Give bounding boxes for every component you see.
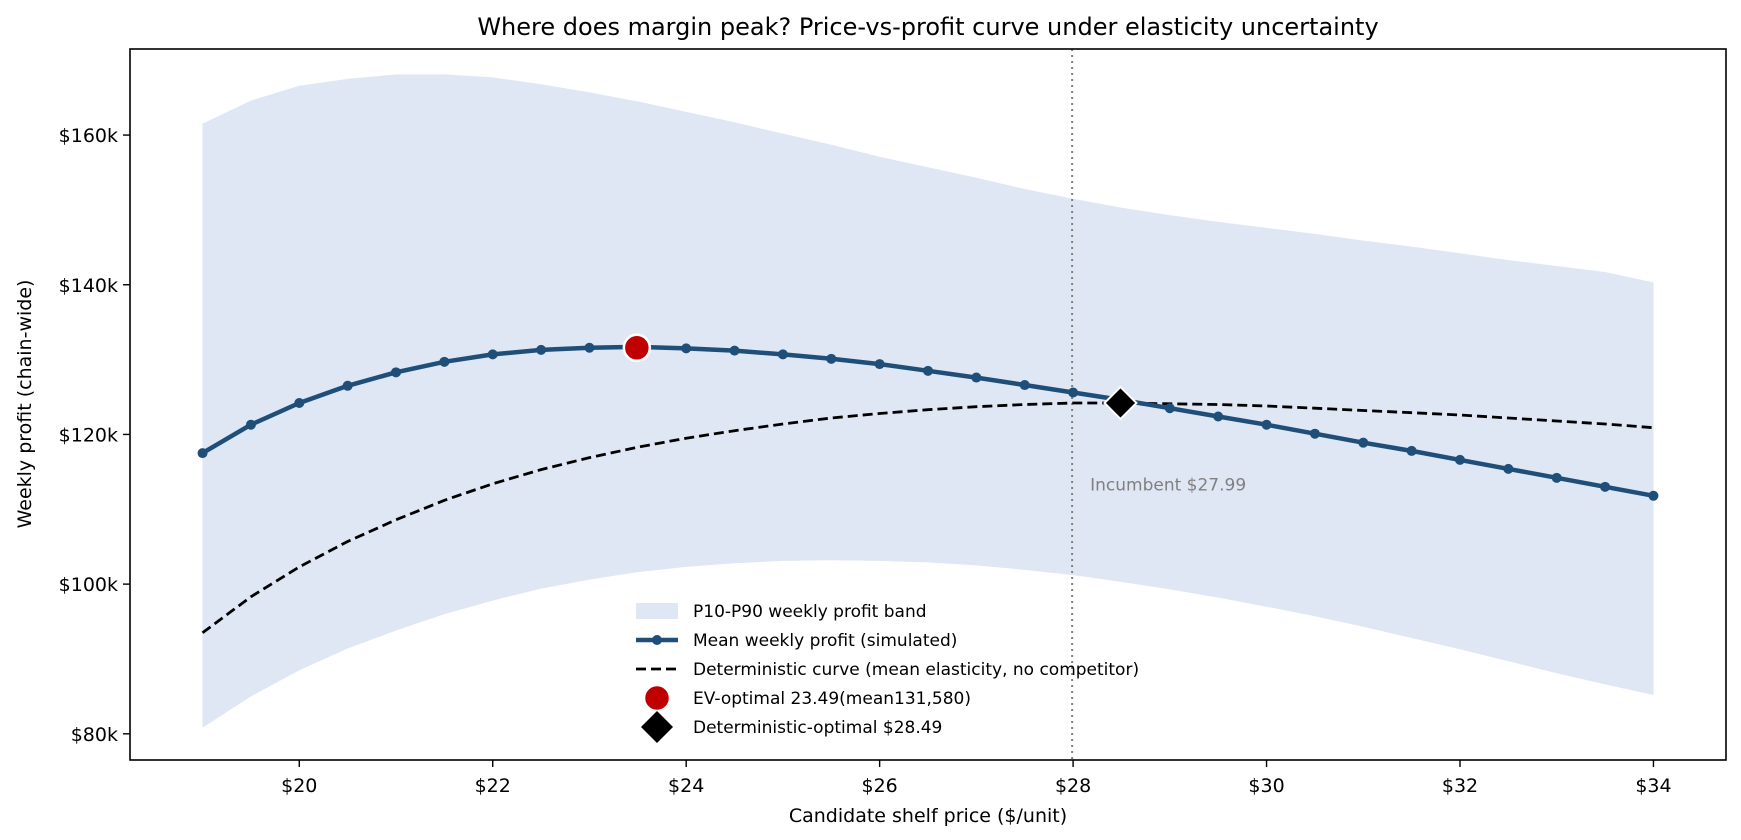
mean-profit-point [1068, 387, 1079, 398]
mean-profit-point [245, 419, 256, 430]
mean-profit-point [536, 344, 547, 355]
y-tick-label: $160k [59, 125, 118, 147]
y-axis-label: Weekly profit (chain-wide) [14, 280, 36, 529]
mean-profit-point [1261, 419, 1272, 430]
legend-label: Mean weekly profit (simulated) [693, 631, 957, 651]
legend-ev-marker [642, 683, 672, 713]
mean-profit-point [729, 345, 740, 356]
mean-profit-point [391, 367, 401, 378]
mean-profit-point [342, 380, 353, 391]
legend-label: P10-P90 weekly profit band [693, 602, 927, 622]
legend-label: Deterministic-optimal $28.49 [693, 718, 942, 738]
x-axis-label: Candidate shelf price ($/unit) [789, 805, 1067, 827]
legend-label: EV-optimal 23.49(mean131,580) [693, 689, 971, 709]
mean-profit-point [826, 353, 837, 364]
mean-profit-point [1551, 472, 1562, 483]
band-layer [202, 74, 1654, 728]
mean-profit-point [197, 448, 208, 459]
mean-profit-point [1164, 403, 1175, 414]
y-tick-label: $120k [59, 424, 118, 446]
x-tick-label: $34 [1635, 775, 1671, 797]
legend-mean-dot [652, 635, 662, 645]
mean-profit-point [874, 359, 885, 370]
plot-frame [129, 48, 1727, 761]
y-tick-label: $100k [59, 574, 118, 596]
y-axis-ticks: $80k $100k $120k $140k $160k [59, 125, 130, 746]
legend-deterministic-marker [641, 711, 673, 743]
x-tick-label: $20 [281, 775, 317, 797]
mean-profit-point [923, 365, 933, 376]
x-tick-label: $32 [1442, 775, 1478, 797]
mean-profit-point [971, 372, 982, 383]
mean-profit-point [439, 356, 450, 367]
mean-profit-point [777, 349, 788, 360]
deterministic-layer [201, 401, 1654, 634]
mean-profit-point [294, 398, 305, 409]
legend-label: Deterministic curve (mean elasticity, no… [693, 660, 1139, 680]
deterministic-optimal-marker [1103, 385, 1138, 421]
chart-title: Where does margin peak? Price-vs-profit … [477, 13, 1378, 41]
mean-profit-point [1406, 445, 1417, 456]
reference-layer: Incumbent $27.99 [1071, 49, 1246, 760]
p10-p90-band [202, 74, 1654, 728]
mean-profit-point [1455, 454, 1465, 465]
x-tick-label: $30 [1248, 775, 1284, 797]
mean-profit-point [1600, 481, 1611, 492]
y-tick-label: $140k [59, 275, 118, 297]
mean-layer [197, 341, 1659, 501]
mean-profit-point [1648, 490, 1659, 501]
x-tick-label: $22 [475, 775, 511, 797]
mean-profit-point [681, 343, 692, 354]
x-tick-label: $28 [1055, 775, 1091, 797]
legend-band-swatch [636, 603, 678, 619]
mean-profit-point [1019, 380, 1030, 391]
ev-optimal-marker [622, 333, 652, 363]
incumbent-label: Incumbent $27.99 [1090, 476, 1246, 496]
y-tick-label: $80k [71, 724, 118, 746]
mean-profit-point [1358, 437, 1369, 448]
x-tick-label: $26 [862, 775, 898, 797]
mean-profit-point [1309, 428, 1320, 439]
mean-profit-point [1503, 463, 1514, 474]
optimum-markers [622, 333, 1138, 421]
x-tick-label: $24 [668, 775, 704, 797]
mean-profit-point [584, 342, 595, 353]
x-axis-ticks: $20 $22 $24 $26 $28 $30 $32 $34 [281, 760, 1672, 797]
mean-profit-point [1213, 411, 1224, 422]
deterministic-curve [201, 401, 1654, 634]
plot-area: Incumbent $27.99 [197, 49, 1659, 760]
mean-profit-point [487, 349, 498, 360]
legend: P10-P90 weekly profit band Mean weekly pr… [636, 602, 1139, 743]
